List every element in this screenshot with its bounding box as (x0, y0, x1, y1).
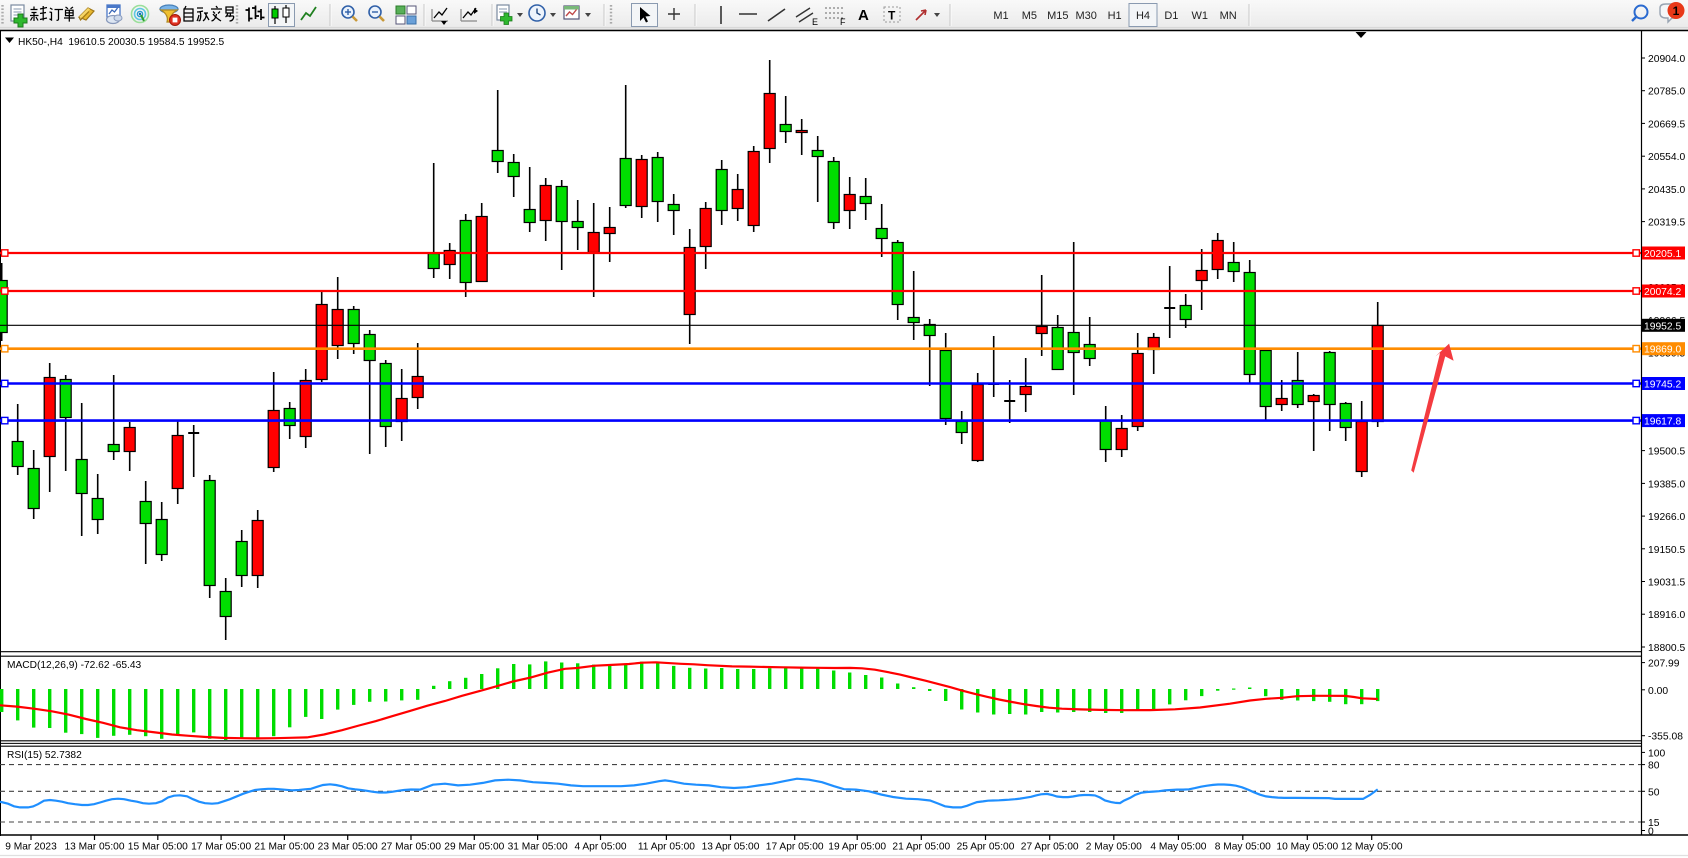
svg-text:-355.08: -355.08 (1648, 732, 1683, 743)
svg-text:11 Apr 05:00: 11 Apr 05:00 (638, 841, 695, 852)
svg-text:19869.0: 19869.0 (1644, 345, 1681, 356)
svg-text:23 Mar 05:00: 23 Mar 05:00 (318, 841, 378, 852)
svg-text:17 Mar 05:00: 17 Mar 05:00 (191, 841, 251, 852)
svg-text:0.00: 0.00 (1648, 686, 1668, 697)
svg-text:20669.5: 20669.5 (1648, 119, 1685, 130)
svg-text:19150.5: 19150.5 (1648, 545, 1685, 556)
svg-text:19266.0: 19266.0 (1648, 512, 1685, 523)
svg-text:4 May 05:00: 4 May 05:00 (1150, 841, 1206, 852)
svg-text:2 May 05:00: 2 May 05:00 (1086, 841, 1142, 852)
svg-text:M30: M30 (1075, 10, 1096, 22)
svg-text:20904.0: 20904.0 (1648, 54, 1685, 65)
svg-text:M5: M5 (1022, 10, 1037, 22)
svg-text:80: 80 (1648, 761, 1660, 772)
svg-text:A: A (858, 7, 869, 24)
svg-text:10 May 05:00: 10 May 05:00 (1276, 841, 1338, 852)
svg-text:29 Mar 05:00: 29 Mar 05:00 (444, 841, 504, 852)
svg-text:9 Mar 2023: 9 Mar 2023 (5, 841, 57, 852)
svg-text:20319.5: 20319.5 (1648, 218, 1685, 229)
svg-text:19 Apr 05:00: 19 Apr 05:00 (828, 841, 886, 852)
svg-text:8 May 05:00: 8 May 05:00 (1215, 841, 1271, 852)
svg-text:M1: M1 (993, 10, 1008, 22)
svg-text:M15: M15 (1047, 10, 1068, 22)
svg-text:0: 0 (1648, 827, 1654, 838)
svg-text:4 Apr 05:00: 4 Apr 05:00 (574, 841, 626, 852)
svg-text:100: 100 (1648, 748, 1665, 759)
svg-text:1: 1 (1673, 4, 1680, 18)
svg-text:E: E (812, 17, 818, 27)
svg-text:W1: W1 (1192, 10, 1209, 22)
svg-text:20435.0: 20435.0 (1648, 185, 1685, 196)
svg-text:HK50-,H4 19610.5 20030.5 1958: HK50-,H4 19610.5 20030.5 19584.5 19952.5 (18, 37, 225, 48)
svg-text:25 Apr 05:00: 25 Apr 05:00 (957, 841, 1015, 852)
svg-text:20554.0: 20554.0 (1648, 152, 1685, 163)
svg-text:F: F (840, 17, 846, 27)
svg-text:50: 50 (1648, 787, 1660, 798)
svg-text:RSI(15) 52.7382: RSI(15) 52.7382 (7, 750, 82, 761)
svg-text:H1: H1 (1108, 10, 1122, 22)
svg-text:27 Mar 05:00: 27 Mar 05:00 (381, 841, 441, 852)
svg-text:13 Mar 05:00: 13 Mar 05:00 (64, 841, 124, 852)
svg-text:21 Apr 05:00: 21 Apr 05:00 (892, 841, 950, 852)
svg-text:H4: H4 (1136, 10, 1150, 22)
svg-text:19952.5: 19952.5 (1644, 321, 1681, 332)
svg-text:18800.5: 18800.5 (1648, 643, 1685, 654)
svg-text:27 Apr 05:00: 27 Apr 05:00 (1021, 841, 1079, 852)
svg-text:15: 15 (1648, 818, 1660, 829)
svg-text:18916.0: 18916.0 (1648, 610, 1685, 621)
svg-text:31 Mar 05:00: 31 Mar 05:00 (508, 841, 568, 852)
svg-text:20205.1: 20205.1 (1644, 249, 1681, 260)
svg-text:13 Apr 05:00: 13 Apr 05:00 (702, 841, 760, 852)
svg-text:21 Mar 05:00: 21 Mar 05:00 (254, 841, 314, 852)
svg-text:19031.5: 19031.5 (1648, 578, 1685, 589)
svg-text:19745.2: 19745.2 (1644, 380, 1681, 391)
svg-text:D1: D1 (1164, 10, 1178, 22)
svg-text:17 Apr 05:00: 17 Apr 05:00 (766, 841, 824, 852)
svg-text:MN: MN (1220, 10, 1237, 22)
svg-text:19385.0: 19385.0 (1648, 479, 1685, 490)
svg-text:20785.0: 20785.0 (1648, 87, 1685, 98)
svg-text:19617.8: 19617.8 (1644, 417, 1681, 428)
svg-text:T: T (888, 9, 896, 23)
svg-text:19500.5: 19500.5 (1648, 447, 1685, 458)
svg-text:15 Mar 05:00: 15 Mar 05:00 (128, 841, 188, 852)
svg-text:12 May 05:00: 12 May 05:00 (1341, 841, 1403, 852)
svg-text:MACD(12,26,9) -72.62 -65.43: MACD(12,26,9) -72.62 -65.43 (7, 660, 142, 671)
svg-text:207.99: 207.99 (1648, 659, 1680, 670)
svg-text:20074.2: 20074.2 (1644, 287, 1681, 298)
